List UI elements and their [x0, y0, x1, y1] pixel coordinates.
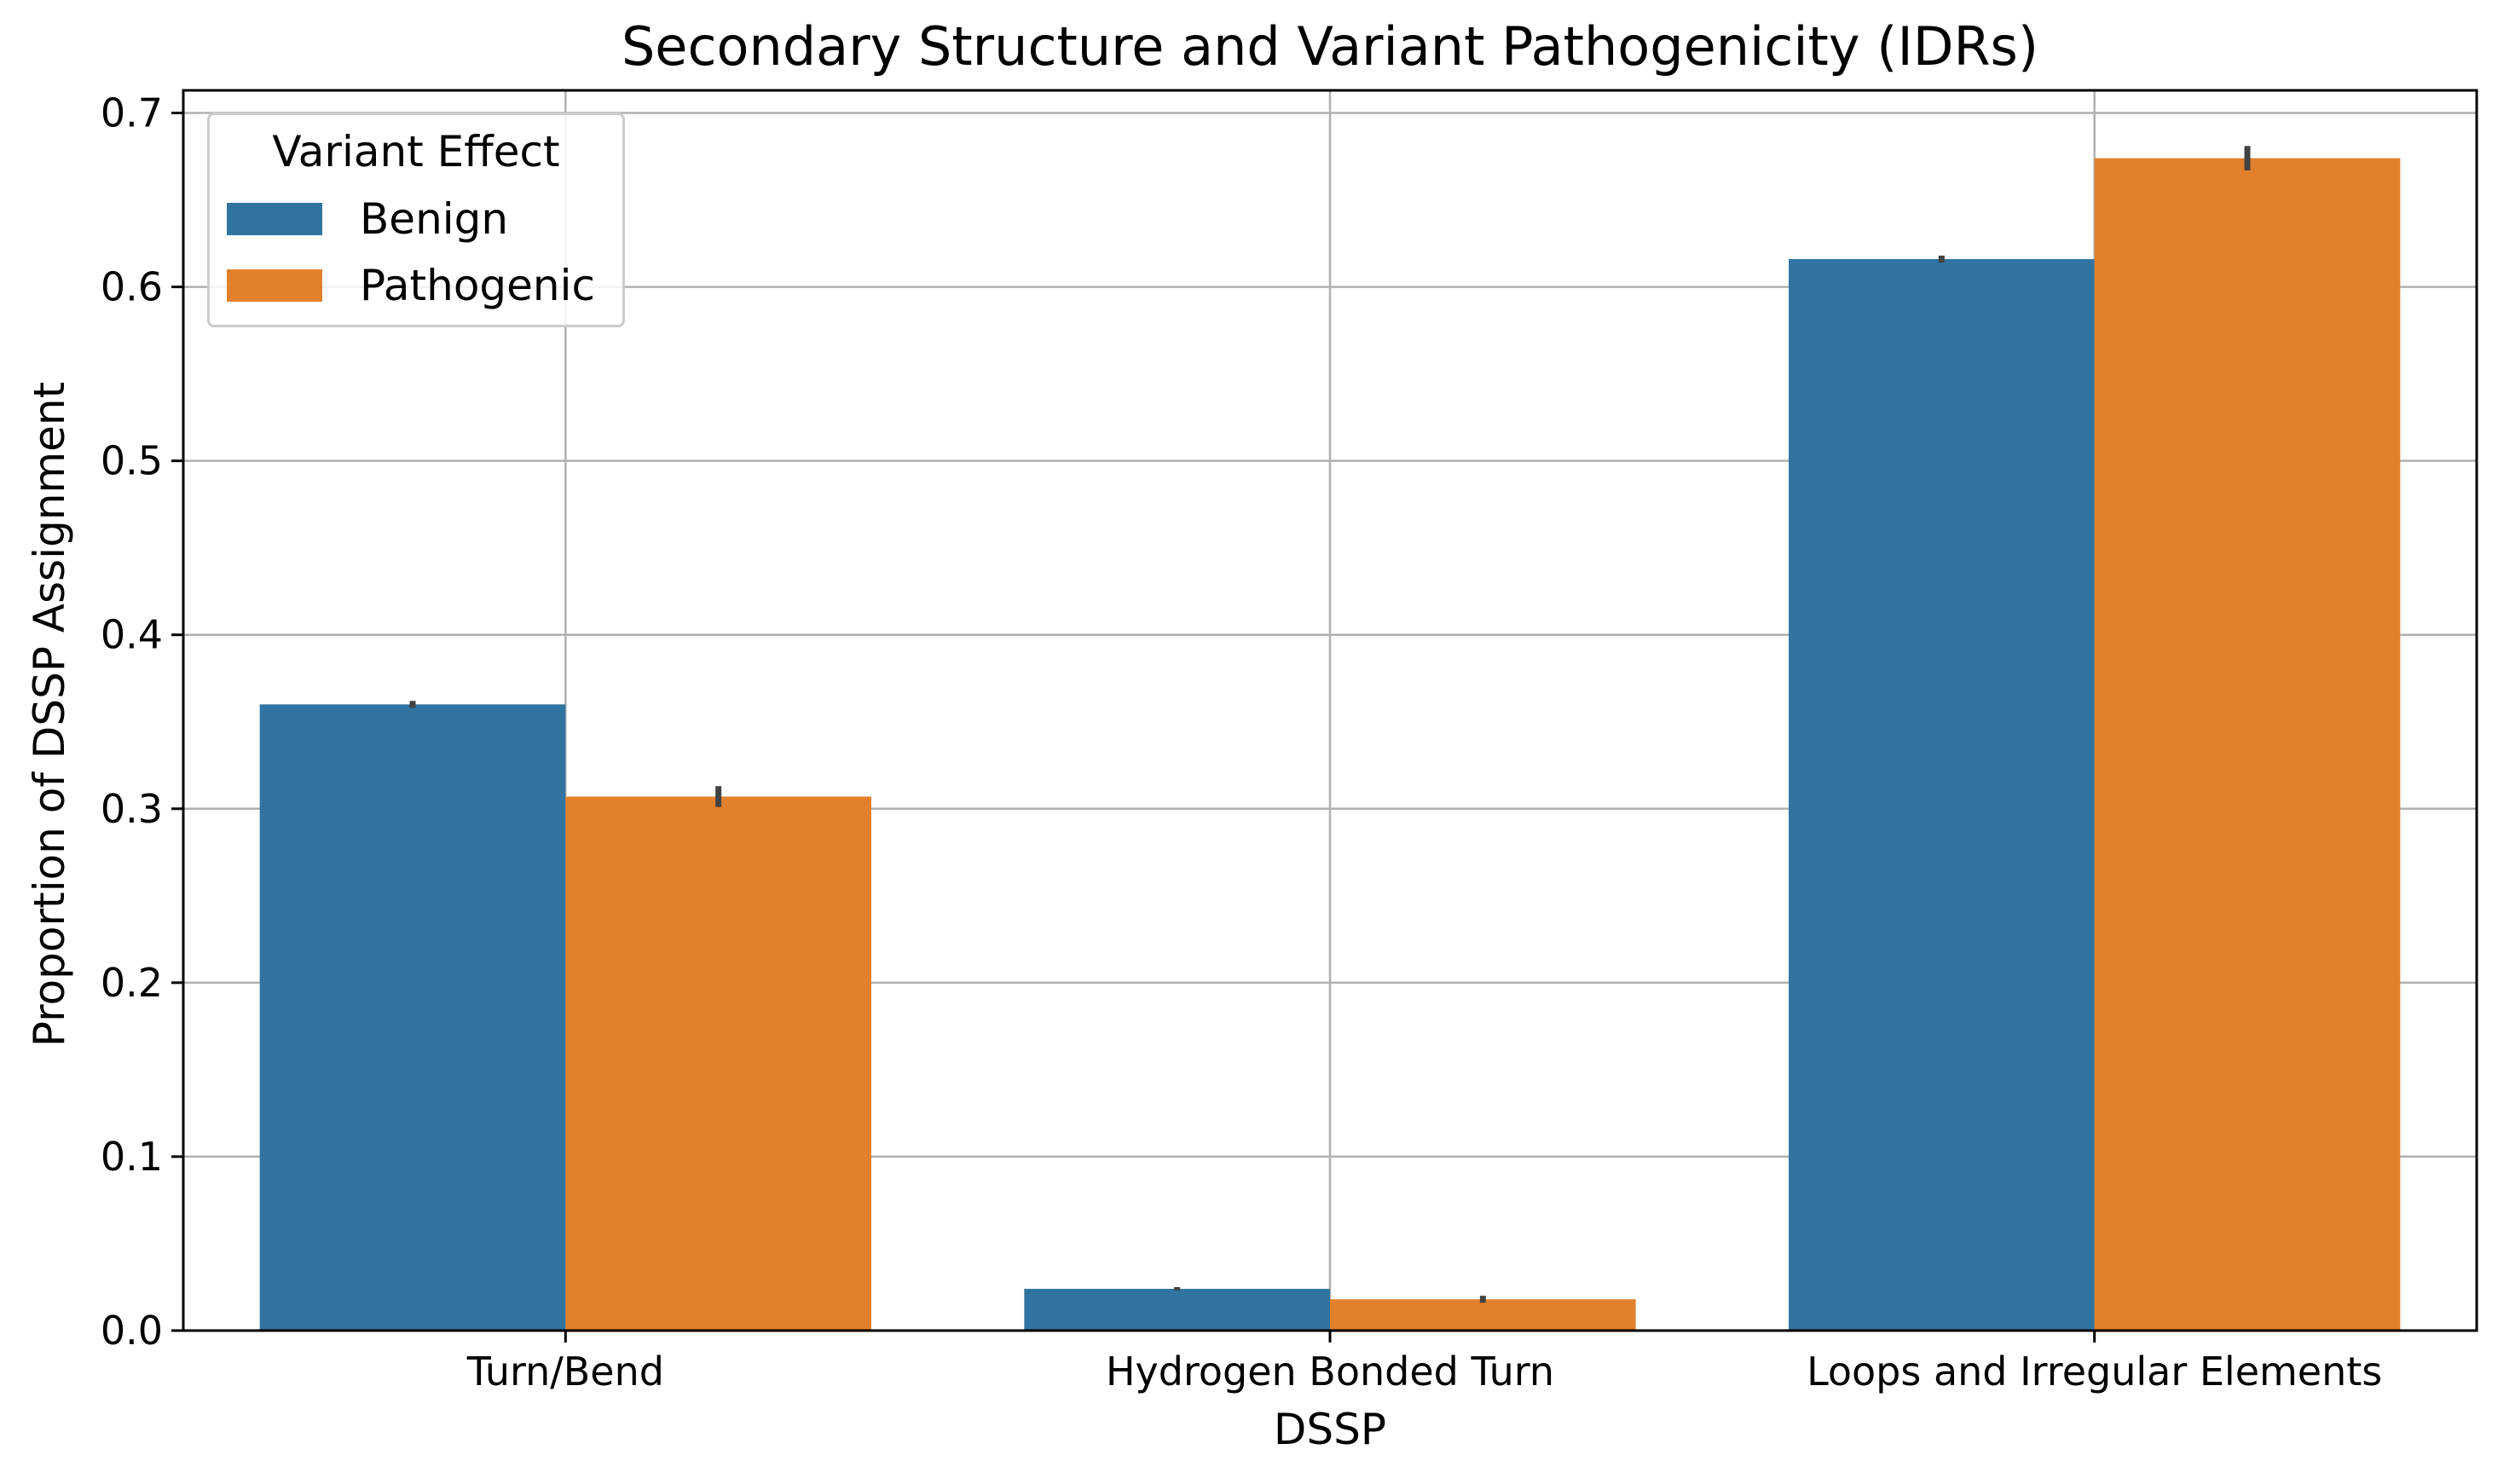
y-tick-label: 0.5 [101, 438, 163, 484]
bar-benign [1789, 258, 2095, 1331]
legend: Variant Effect Benign Pathogenic [207, 113, 625, 327]
y-tick-label: 0.4 [101, 612, 163, 658]
bars [259, 158, 2401, 1331]
legend-item-pathogenic: Pathogenic [227, 261, 596, 310]
bar-pathogenic [1330, 1299, 1636, 1331]
legend-swatch-pathogenic [227, 269, 322, 302]
bar-pathogenic [565, 796, 871, 1331]
y-tick-label: 0.1 [101, 1134, 163, 1180]
x-tick-label: Loops and Irregular Elements [1807, 1348, 2382, 1394]
legend-label-benign: Benign [360, 194, 509, 244]
bar-benign [1024, 1289, 1330, 1331]
legend-swatch-benign [227, 203, 322, 235]
y-axis-label: Proportion of DSSP Assignment [25, 381, 74, 1048]
legend-label-pathogenic: Pathogenic [360, 261, 596, 310]
bar-benign [259, 704, 566, 1331]
legend-title: Variant Effect [272, 127, 560, 176]
chart-title: Secondary Structure and Variant Pathogen… [621, 15, 2039, 78]
x-tick-label: Turn/Bend [466, 1348, 664, 1394]
y-tick-label: 0.2 [101, 960, 163, 1006]
y-tick-label: 0.3 [101, 786, 163, 832]
bar-pathogenic [2094, 158, 2401, 1331]
x-axis-label: DSSP [1273, 1405, 1387, 1454]
y-tick-label: 0.0 [101, 1308, 163, 1354]
axis-ticks: 0.0 0.1 0.2 0.3 0.4 0.5 0.6 0.7 Turn/Bend Hydroge… [101, 90, 2382, 1394]
legend-item-benign: Benign [227, 194, 509, 244]
y-tick-label: 0.7 [101, 90, 163, 136]
error-bars [409, 146, 2251, 1303]
x-tick-label: Hydrogen Bonded Turn [1106, 1348, 1554, 1394]
y-tick-label: 0.6 [101, 264, 163, 310]
